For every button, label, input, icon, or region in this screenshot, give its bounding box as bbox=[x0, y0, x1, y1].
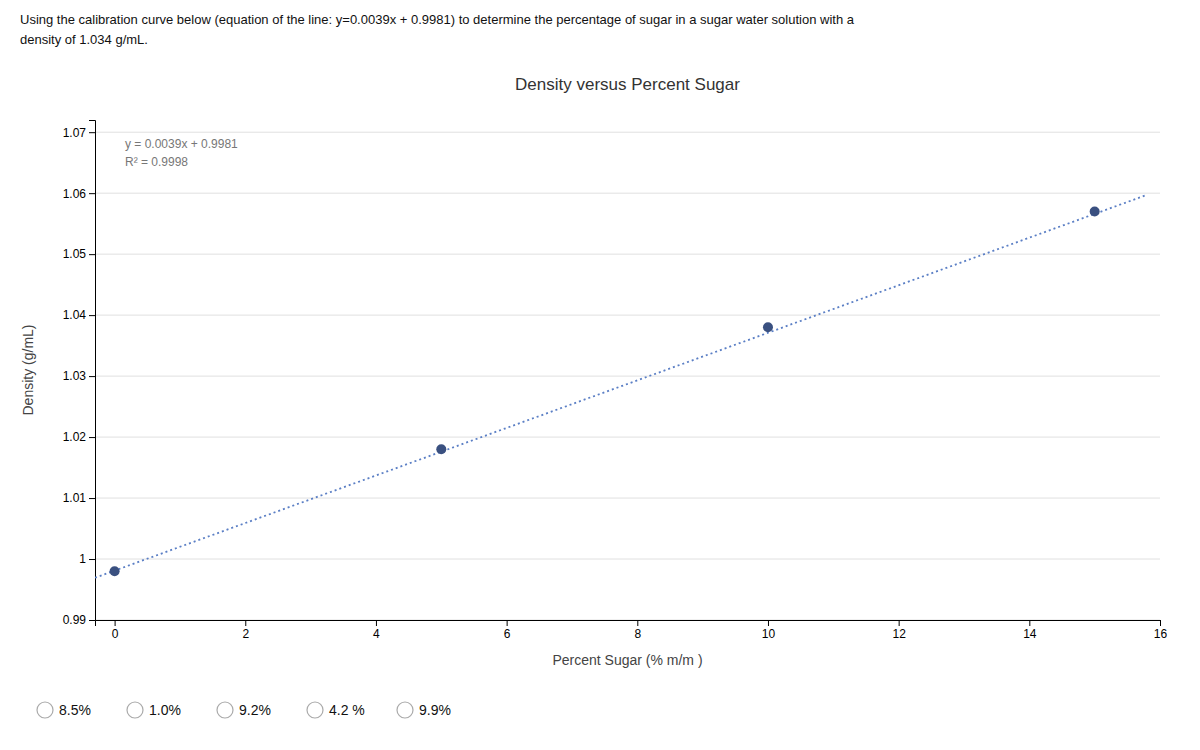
tick: 12 bbox=[892, 620, 906, 641]
tick: 0 bbox=[112, 620, 119, 641]
tick: 0.99 bbox=[63, 613, 95, 627]
grid-line bbox=[95, 132, 1160, 133]
radio-label[interactable]: 4.2 % bbox=[329, 702, 365, 718]
data-point bbox=[110, 566, 120, 576]
tick-mark bbox=[376, 620, 377, 626]
tick-label: 1 bbox=[79, 552, 86, 566]
tick: 1.05 bbox=[63, 247, 95, 261]
tick: 1.03 bbox=[63, 369, 95, 383]
y-axis-title: Density (g/mL) bbox=[20, 324, 36, 415]
tick: 1.07 bbox=[63, 126, 95, 140]
tick: 1.04 bbox=[63, 308, 95, 322]
grid-line bbox=[95, 376, 1160, 377]
tick-label: 6 bbox=[504, 627, 511, 641]
tick-label: 0.99 bbox=[63, 613, 87, 627]
chart-title: Density versus Percent Sugar bbox=[515, 75, 740, 94]
annotation: R² = 0.9998 bbox=[125, 155, 188, 169]
tick-mark bbox=[89, 559, 95, 560]
annotation: y = 0.0039x + 0.9981 bbox=[125, 137, 238, 151]
tick-label: 1.03 bbox=[63, 369, 87, 383]
tick-mark bbox=[637, 620, 638, 626]
tick-label: 10 bbox=[762, 627, 776, 641]
tick: 10 bbox=[762, 620, 776, 641]
tick-mark bbox=[89, 315, 95, 316]
tick-label: 4 bbox=[373, 627, 380, 641]
data-point bbox=[1090, 206, 1100, 216]
tick: 1.06 bbox=[63, 187, 95, 201]
axis-line bbox=[96, 621, 1161, 627]
data-point bbox=[436, 444, 446, 454]
grid-line bbox=[95, 498, 1160, 499]
radio-group: 8.5% 1.0% 9.2% 4.2 % 9.9% bbox=[37, 702, 451, 718]
tick-label: 1.02 bbox=[63, 430, 87, 444]
grid-line bbox=[95, 193, 1160, 194]
tick-mark bbox=[768, 620, 769, 626]
grid-line bbox=[95, 315, 1160, 316]
grid-line bbox=[95, 437, 1160, 438]
tick: 1.01 bbox=[63, 491, 95, 505]
radio-button[interactable] bbox=[397, 702, 413, 718]
tick-mark bbox=[89, 620, 95, 621]
tick-label: 1.01 bbox=[63, 491, 87, 505]
tick-mark bbox=[89, 193, 95, 194]
tick-label: 0 bbox=[112, 627, 119, 641]
grid-line bbox=[95, 559, 1160, 560]
tick-label: 8 bbox=[634, 627, 641, 641]
radio-button[interactable] bbox=[307, 702, 323, 718]
x-axis-title: Percent Sugar (% m/m ) bbox=[552, 652, 702, 668]
grid-line bbox=[95, 254, 1160, 255]
tick: 8 bbox=[634, 620, 641, 641]
y-axis: 0.99 1 1.01 1.02 1.03 1.04 1.05 1.06 1.07 bbox=[63, 121, 96, 628]
tick-label: 1.06 bbox=[63, 187, 87, 201]
axis-line bbox=[89, 121, 96, 621]
tick-label: 1.04 bbox=[63, 308, 87, 322]
radio-label[interactable]: 9.2% bbox=[239, 702, 271, 718]
chart-svg: Using the calibration curve below (equat… bbox=[0, 0, 1200, 750]
tick-label: 2 bbox=[242, 627, 249, 641]
trend-line bbox=[95, 195, 1147, 578]
radio-label[interactable]: 1.0% bbox=[149, 702, 181, 718]
radio-button[interactable] bbox=[37, 702, 53, 718]
radio-label[interactable]: 8.5% bbox=[59, 702, 91, 718]
tick: 2 bbox=[242, 620, 249, 641]
tick-mark bbox=[89, 376, 95, 377]
tick: 4 bbox=[373, 620, 380, 641]
tick: 1 bbox=[79, 552, 95, 566]
grid bbox=[95, 132, 1160, 620]
tick-mark bbox=[507, 620, 508, 626]
tick-mark bbox=[89, 437, 95, 438]
tick-label: 1.07 bbox=[63, 126, 87, 140]
tick-mark bbox=[89, 254, 95, 255]
tick-mark bbox=[899, 620, 900, 626]
x-axis: 0 2 4 6 8 10 12 14 16 bbox=[96, 620, 1168, 641]
tick-mark bbox=[1029, 620, 1030, 626]
tick-mark bbox=[245, 620, 246, 626]
tick-label: 1.05 bbox=[63, 247, 87, 261]
radio-button[interactable] bbox=[217, 702, 233, 718]
radio-button[interactable] bbox=[127, 702, 143, 718]
tick: 6 bbox=[504, 620, 511, 641]
tick-label: 12 bbox=[892, 627, 906, 641]
tick-mark bbox=[115, 620, 116, 626]
tick: 14 bbox=[1023, 620, 1037, 641]
header-text: density of 1.034 g/mL. bbox=[20, 32, 148, 47]
tick-mark bbox=[89, 132, 95, 133]
plot-area: 0 2 4 6 8 10 12 14 16 0.99 1 1.01 1.02 1.03 1.04 1.05 1.… bbox=[63, 121, 1168, 641]
radio-label[interactable]: 9.9% bbox=[419, 702, 451, 718]
tick-mark bbox=[89, 498, 95, 499]
tick: 1.02 bbox=[63, 430, 95, 444]
tick-label: 16 bbox=[1154, 627, 1168, 641]
marks bbox=[95, 195, 1147, 578]
data-point bbox=[763, 322, 773, 332]
tick-label: 14 bbox=[1023, 627, 1037, 641]
tick: 16 bbox=[1154, 620, 1168, 641]
tick-mark bbox=[1160, 620, 1161, 626]
header-text: Using the calibration curve below (equat… bbox=[20, 12, 855, 27]
